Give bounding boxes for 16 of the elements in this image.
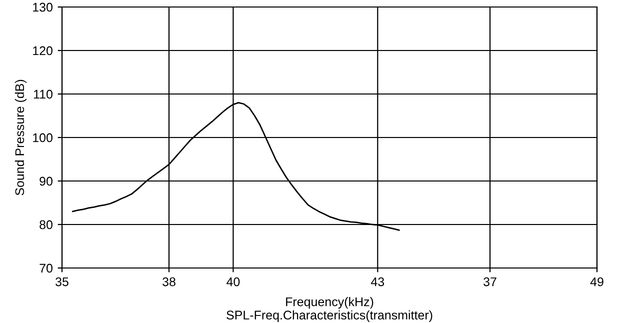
x-axis-title: Frequency(kHz): [286, 297, 374, 309]
y-tick-label: 70: [40, 264, 52, 273]
x-tick-label: 35: [56, 277, 68, 286]
x-tick-label: 37: [484, 277, 496, 286]
x-tick-label: 40: [226, 277, 240, 286]
y-tick-label: 100: [33, 133, 52, 142]
x-tick-label: 49: [590, 277, 604, 286]
x-tick-label: 43: [370, 277, 384, 286]
y-tick-label: 120: [33, 46, 52, 56]
y-tick-label: 80: [40, 220, 52, 230]
y-tick-label: 90: [40, 176, 52, 186]
text: SPL-Freq.Characteristics(transmitter): [226, 310, 432, 322]
y-tick-label: 110: [34, 90, 52, 99]
y-tick-label: 130: [33, 2, 52, 12]
y-axis-title: Sound Pressure (dB): [14, 80, 27, 196]
x-tick-label: 38: [162, 277, 176, 286]
